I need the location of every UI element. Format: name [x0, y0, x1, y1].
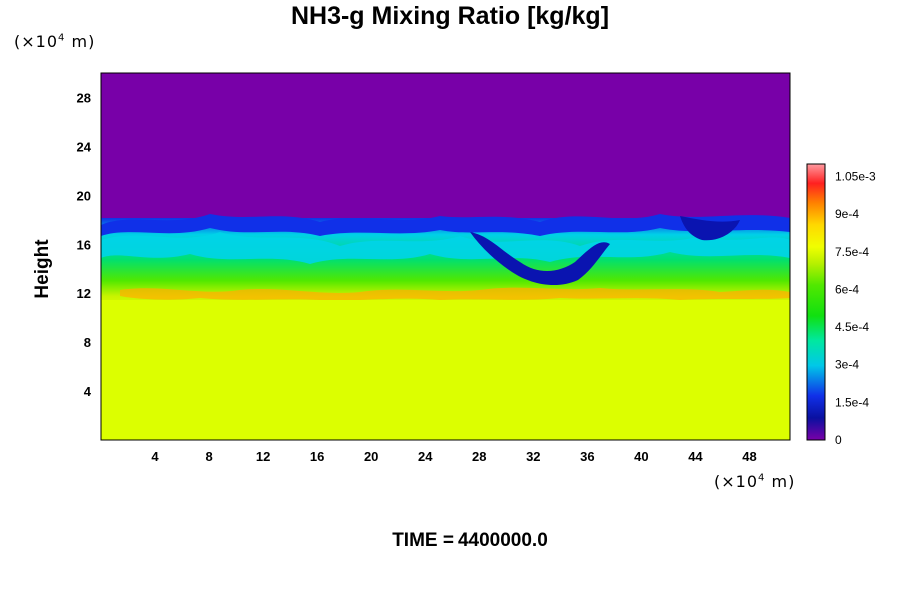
cyan-eddies [101, 232, 790, 264]
x-tick-24: 24 [418, 449, 433, 464]
y-tick-20: 20 [77, 188, 91, 203]
y-axis-unit: (×104 m) [14, 32, 95, 51]
heatmap-field [101, 73, 790, 440]
y-tick-28: 28 [77, 90, 91, 105]
colorbar-tick-7: 1.05e-3 [835, 170, 876, 184]
mixing-top-edge [101, 214, 790, 236]
colorbar-tick-labels: 0 1.5e-4 3e-4 4.5e-4 6e-4 7.5e-4 9e-4 1.05e-3 [835, 170, 876, 447]
y-unit-label: (×10 [14, 32, 59, 51]
colorbar [806, 163, 826, 441]
y-tick-4: 4 [84, 384, 92, 399]
colorbar-tick-5: 7.5e-4 [835, 245, 869, 259]
y-tick-labels: 4 8 12 16 20 24 28 [77, 90, 92, 399]
colorbar-tick-3: 4.5e-4 [835, 320, 869, 334]
x-tick-48: 48 [742, 449, 756, 464]
x-tick-32: 32 [526, 449, 540, 464]
x-tick-16: 16 [310, 449, 324, 464]
x-tick-20: 20 [364, 449, 378, 464]
y-tick-12: 12 [77, 286, 91, 301]
colorbar-tick-1: 1.5e-4 [835, 395, 869, 409]
colorbar-tick-0: 0 [835, 433, 842, 447]
time-label: TIME = [392, 530, 454, 551]
orange-band [120, 287, 790, 301]
colorbar-tick-2: 3e-4 [835, 358, 859, 372]
x-tick-44: 44 [688, 449, 703, 464]
x-tick-labels: 4 8 12 16 20 24 28 32 36 40 44 48 [151, 449, 756, 464]
lower-layer [101, 300, 790, 440]
x-tick-28: 28 [472, 449, 486, 464]
colorbar-tick-6: 9e-4 [835, 207, 859, 221]
x-tick-4: 4 [151, 449, 159, 464]
x-axis-unit: (×104 m) [714, 472, 795, 491]
time-value: 4400000.0 [457, 530, 548, 551]
y-unit-tail: m) [65, 32, 96, 51]
x-tick-36: 36 [580, 449, 594, 464]
x-unit-label: (×10 [714, 472, 759, 491]
x-unit-tail: m) [765, 472, 796, 491]
dark-eddy-right [680, 216, 740, 241]
x-tick-40: 40 [634, 449, 648, 464]
y-tick-16: 16 [77, 237, 91, 252]
y-tick-24: 24 [77, 139, 92, 154]
chart-title: NH3-g Mixing Ratio [kg/kg] [290, 2, 610, 30]
colorbar-tick-4: 6e-4 [835, 282, 859, 296]
plot-frame [100, 72, 791, 441]
x-tick-8: 8 [205, 449, 212, 464]
time-stamp: TIME = 4400000.0 [0, 530, 900, 552]
y-unit-exponent: 4 [58, 32, 66, 44]
x-unit-exponent: 4 [758, 472, 766, 484]
x-tick-12: 12 [256, 449, 270, 464]
deep-blue-eddy [470, 232, 610, 286]
y-tick-8: 8 [84, 335, 91, 350]
